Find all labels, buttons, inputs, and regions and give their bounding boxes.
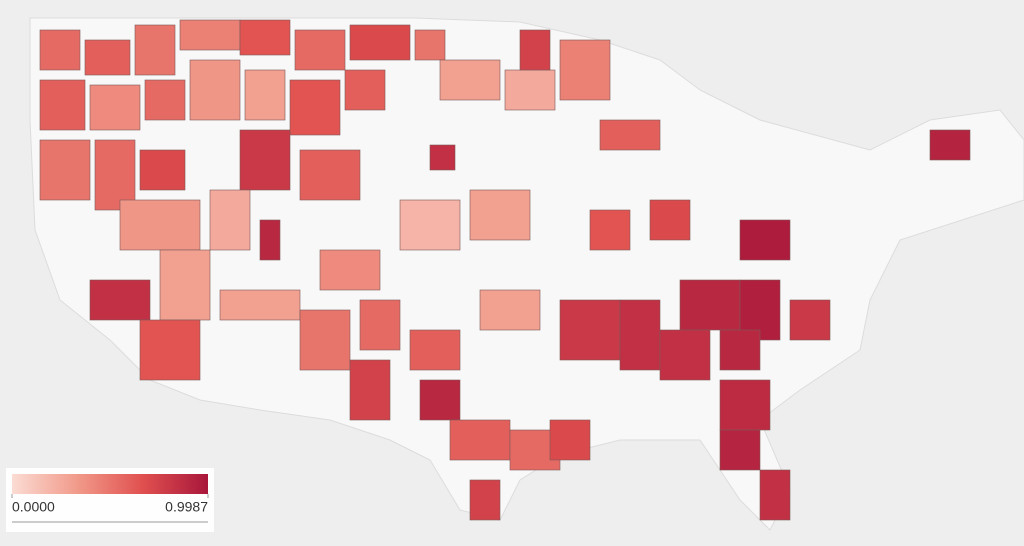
county: [409, 329, 461, 371]
legend-max-label: 0.9987: [165, 499, 208, 515]
county: [39, 79, 86, 131]
county: [94, 139, 136, 211]
county: [399, 199, 461, 251]
county: [414, 29, 446, 61]
county: [299, 309, 351, 371]
legend: 0.0000 0.9987: [6, 468, 214, 532]
county: [139, 319, 201, 381]
county: [289, 79, 341, 136]
county: [244, 69, 286, 121]
county: [469, 189, 531, 241]
county: [929, 129, 971, 161]
county: [559, 39, 611, 101]
county: [649, 199, 691, 241]
county: [359, 299, 401, 351]
county: [119, 199, 201, 251]
color-ramp: [12, 474, 208, 494]
county: [559, 299, 621, 361]
county: [739, 219, 791, 261]
county: [344, 69, 386, 111]
county: [469, 479, 501, 521]
county: [719, 379, 771, 431]
county: [179, 19, 241, 51]
county: [349, 359, 391, 421]
county: [89, 84, 141, 131]
county: [239, 129, 291, 191]
counties: [39, 19, 971, 521]
county: [419, 379, 461, 421]
county: [429, 144, 456, 171]
county: [759, 469, 791, 521]
county: [159, 249, 211, 321]
county: [219, 289, 301, 321]
county: [679, 279, 741, 331]
county: [299, 149, 361, 201]
county: [504, 69, 556, 111]
county: [259, 219, 281, 261]
county: [789, 299, 831, 341]
legend-min-label: 0.0000: [12, 499, 55, 515]
county: [319, 249, 381, 291]
county: [144, 79, 186, 121]
county: [449, 419, 511, 461]
county: [549, 419, 591, 461]
county: [84, 39, 131, 76]
county: [719, 429, 761, 471]
county: [349, 24, 411, 61]
county: [599, 119, 661, 151]
county: [134, 24, 176, 76]
county: [519, 29, 551, 71]
county: [239, 19, 291, 56]
county: [209, 189, 251, 251]
county: [89, 279, 151, 321]
county: [619, 299, 661, 371]
county: [294, 29, 346, 71]
county: [39, 29, 81, 71]
county: [189, 59, 241, 121]
county: [589, 209, 631, 251]
county: [719, 329, 761, 371]
county: [139, 149, 186, 191]
county: [39, 139, 91, 201]
county: [479, 289, 541, 331]
county: [659, 329, 711, 381]
county: [439, 59, 501, 101]
